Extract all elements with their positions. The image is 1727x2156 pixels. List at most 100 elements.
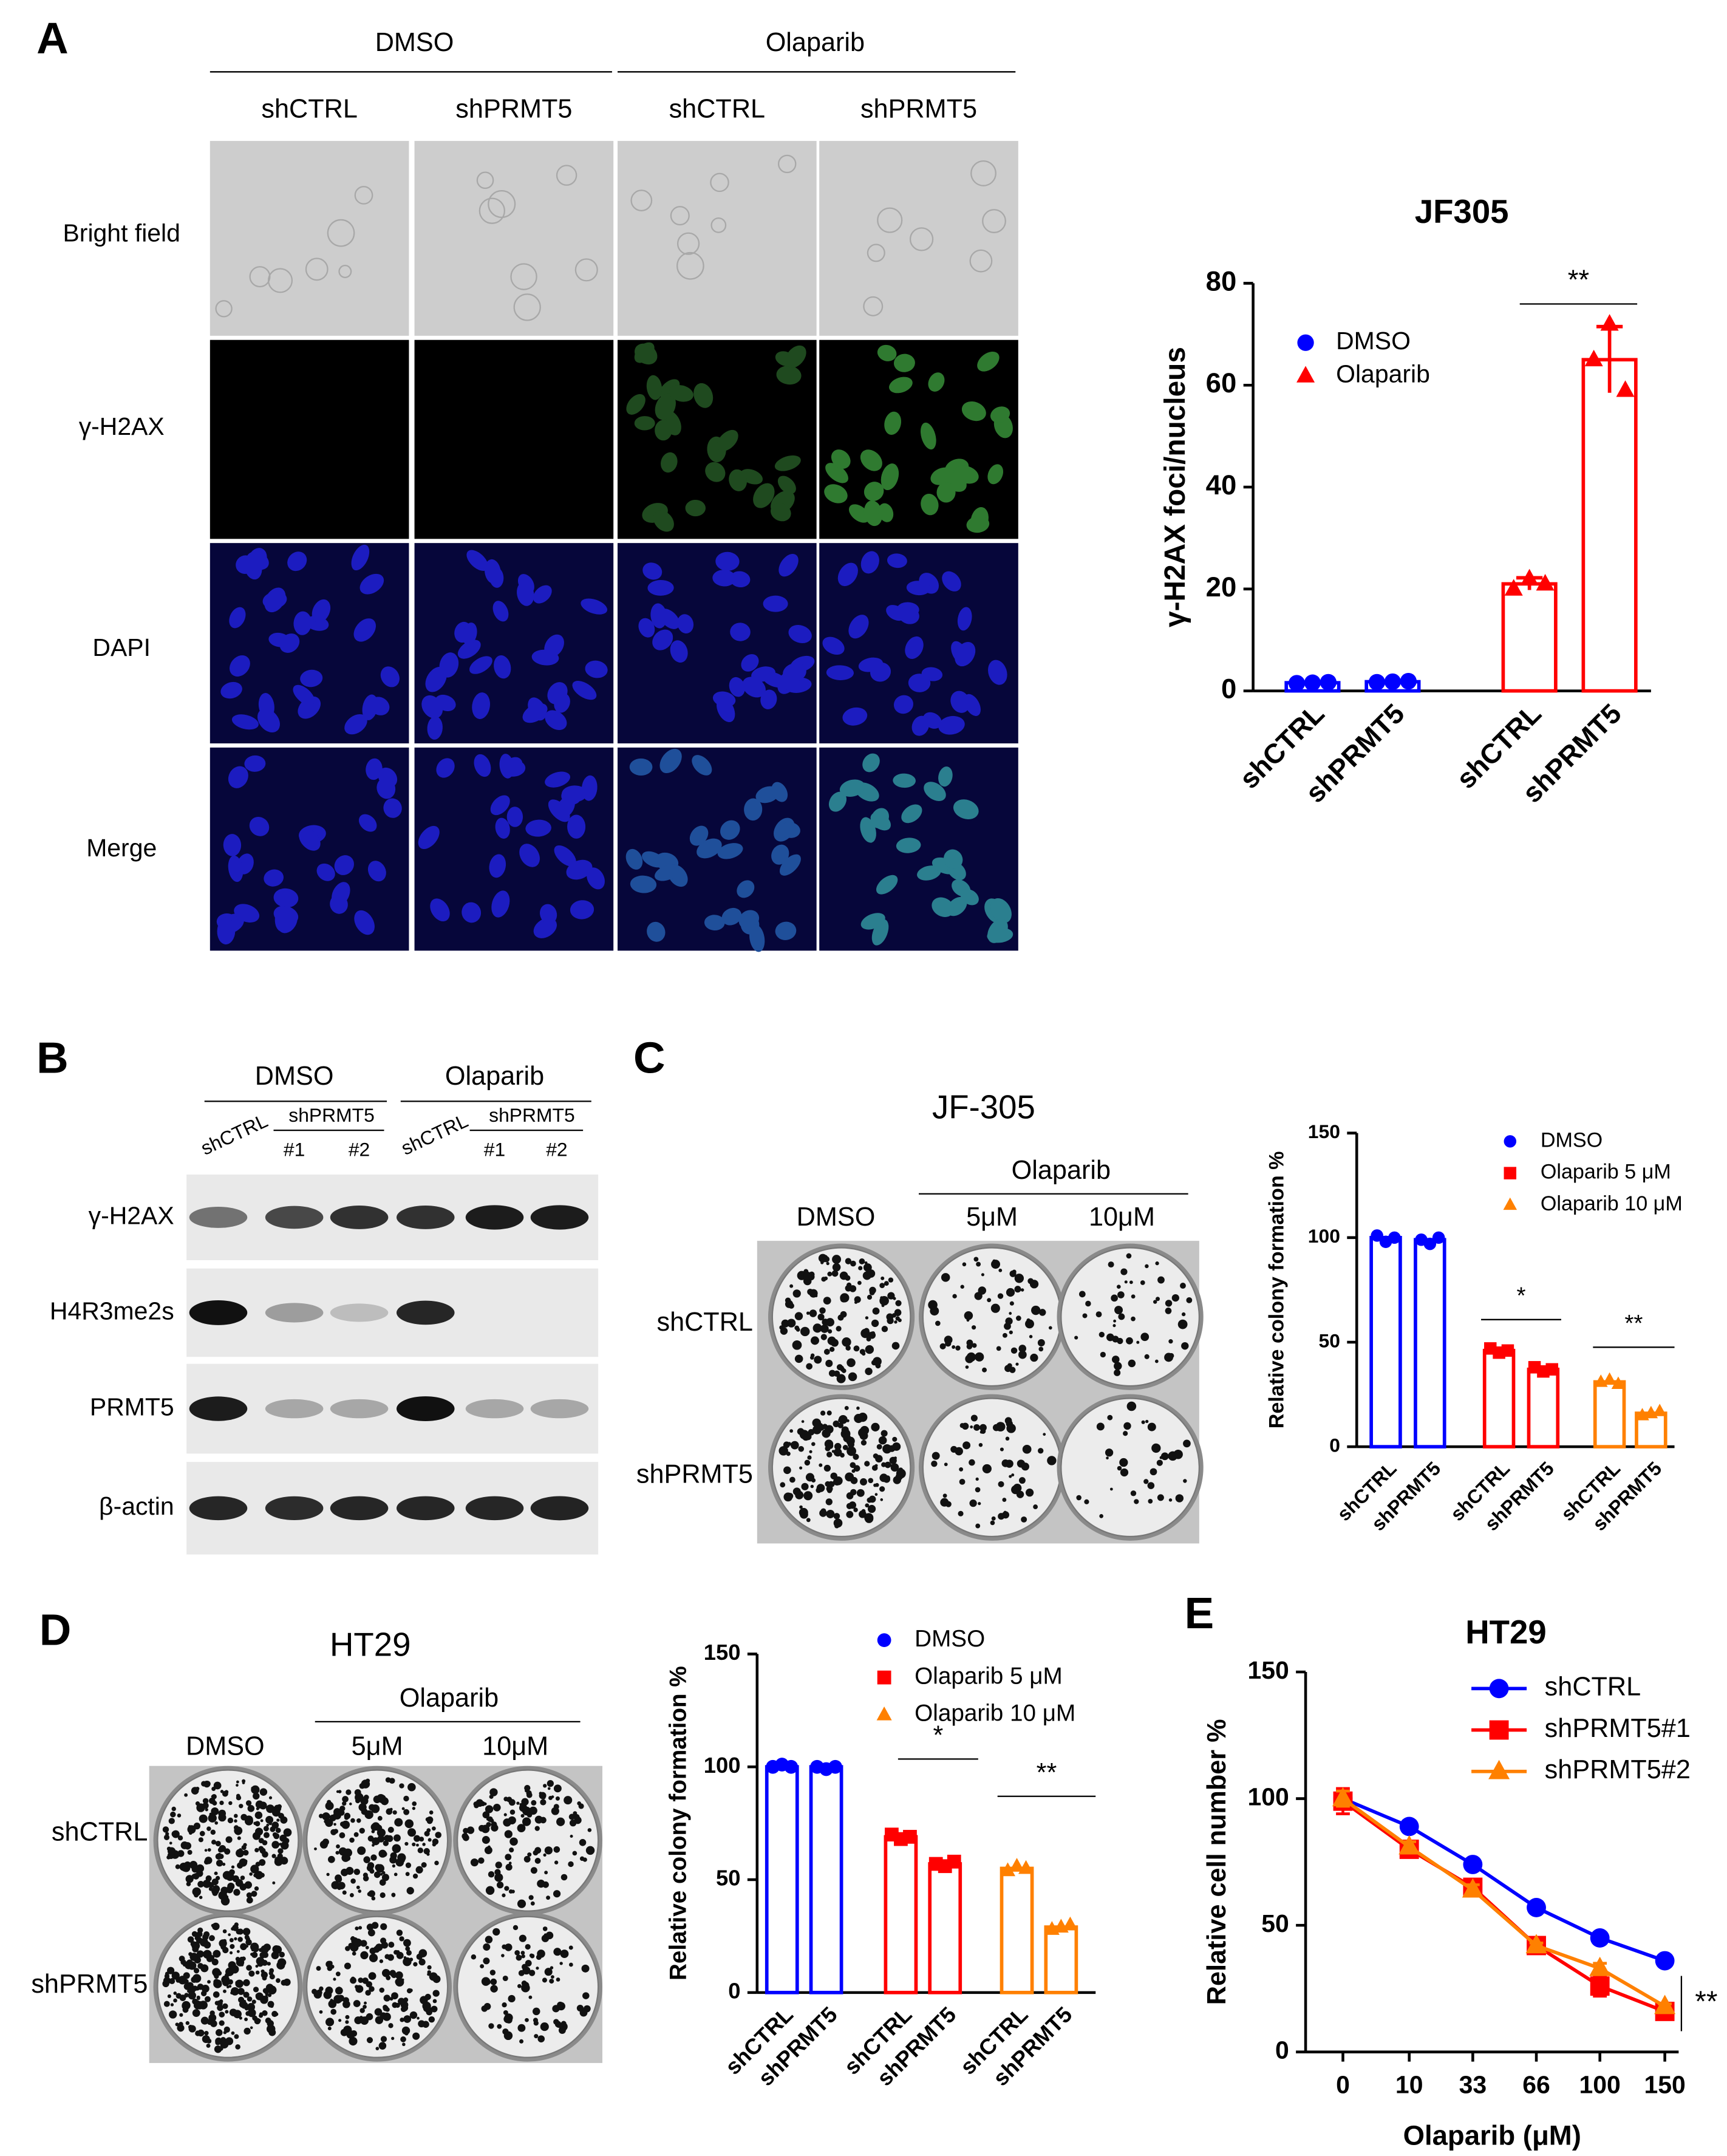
colony: [199, 1814, 208, 1823]
colony: [390, 1972, 397, 1979]
colony: [204, 2031, 209, 2036]
nucleus: [932, 897, 955, 917]
cell-outline: [969, 249, 993, 273]
colony: [349, 1893, 354, 1897]
cell-outline: [574, 258, 598, 282]
nucleus: [936, 482, 956, 503]
colony: [1105, 1448, 1114, 1457]
bar: [1593, 1380, 1626, 1448]
row-label: shCTRL: [656, 1308, 753, 1337]
colony: [514, 1950, 520, 1956]
nucleus: [522, 703, 548, 723]
data-point: [1400, 673, 1417, 690]
colony: [1002, 1498, 1007, 1502]
colony: [496, 1875, 500, 1879]
colony: [1016, 1315, 1021, 1321]
nucleus: [777, 476, 796, 494]
colony: [251, 1891, 257, 1897]
nucleus: [244, 755, 266, 772]
colony: [196, 1950, 204, 1958]
column-label: 5μM: [352, 1732, 403, 1761]
colony: [203, 1931, 210, 1938]
colony: [975, 1487, 981, 1493]
colony: [173, 1998, 177, 2003]
colony: [267, 2001, 274, 2008]
legend-label: Olaparib 5 μM: [1541, 1161, 1671, 1184]
band: [396, 1396, 455, 1422]
nucleus: [753, 483, 775, 508]
colony: [576, 2004, 584, 2012]
colony: [1082, 1313, 1088, 1319]
bar: [1501, 582, 1558, 693]
colony: [358, 1977, 364, 1983]
colony: [1180, 1283, 1186, 1289]
colony: [511, 1889, 515, 1894]
colony: [265, 1815, 274, 1824]
colony: [383, 1840, 389, 1846]
nucleus: [911, 715, 930, 736]
colony: [485, 1810, 489, 1815]
colony: [429, 1810, 434, 1815]
colony: [1009, 1330, 1013, 1334]
colony: [266, 1823, 270, 1827]
colony: [569, 1820, 577, 1827]
colony: [519, 2039, 524, 2044]
colony: [1154, 1359, 1159, 1363]
colony: [261, 1971, 268, 1979]
nucleus: [721, 907, 742, 926]
colony: [250, 2026, 253, 2030]
colony: [553, 2019, 559, 2025]
data-point: [1062, 1916, 1078, 1931]
colony: [881, 1430, 888, 1437]
colony: [201, 1781, 207, 1787]
nucleus: [878, 503, 894, 522]
colony: [525, 2018, 529, 2022]
colony: [405, 1946, 410, 1951]
nucleus: [430, 898, 450, 922]
colony: [1114, 1369, 1121, 1376]
nucleus: [421, 695, 443, 718]
colony: [530, 1901, 535, 1906]
nucleus: [247, 548, 267, 571]
legend-marker: [877, 1633, 891, 1648]
legend-marker: [1504, 1167, 1517, 1179]
nucleus: [661, 452, 678, 473]
colony: [380, 2036, 387, 2042]
colony: [223, 1989, 227, 1993]
colony: [401, 2004, 409, 2011]
colony: [837, 1422, 844, 1428]
colony: [497, 2024, 502, 2029]
legend-label: DMSO: [915, 1626, 985, 1652]
colony: [505, 2014, 511, 2020]
colony: [233, 1925, 237, 1928]
colony: [958, 1510, 964, 1516]
group-label: Olaparib: [766, 28, 865, 57]
bar: [1044, 1925, 1078, 1994]
colony: [389, 1856, 397, 1864]
colony: [485, 1979, 491, 1985]
colony: [401, 1807, 405, 1810]
nucleus: [839, 779, 865, 797]
colony: [388, 1942, 395, 1948]
colony: [253, 1792, 260, 1800]
nucleus: [717, 697, 735, 723]
colony: [518, 1970, 525, 1976]
colony: [363, 1795, 369, 1800]
colony: [806, 1363, 812, 1370]
colony: [845, 1275, 851, 1281]
data-point: [1545, 1363, 1558, 1376]
cell-outline: [676, 232, 700, 255]
colony: [865, 1503, 870, 1508]
colony: [314, 1847, 317, 1851]
nucleus: [380, 666, 400, 687]
colony: [483, 1943, 491, 1951]
colony: [582, 1992, 590, 1999]
colony: [543, 1784, 547, 1788]
nucleus: [961, 401, 986, 421]
nucleus: [581, 598, 608, 615]
colony: [471, 1954, 477, 1960]
colony: [222, 2003, 228, 2010]
colony: [173, 1991, 177, 1995]
data-point: [1584, 349, 1603, 367]
colony: [825, 1498, 833, 1506]
